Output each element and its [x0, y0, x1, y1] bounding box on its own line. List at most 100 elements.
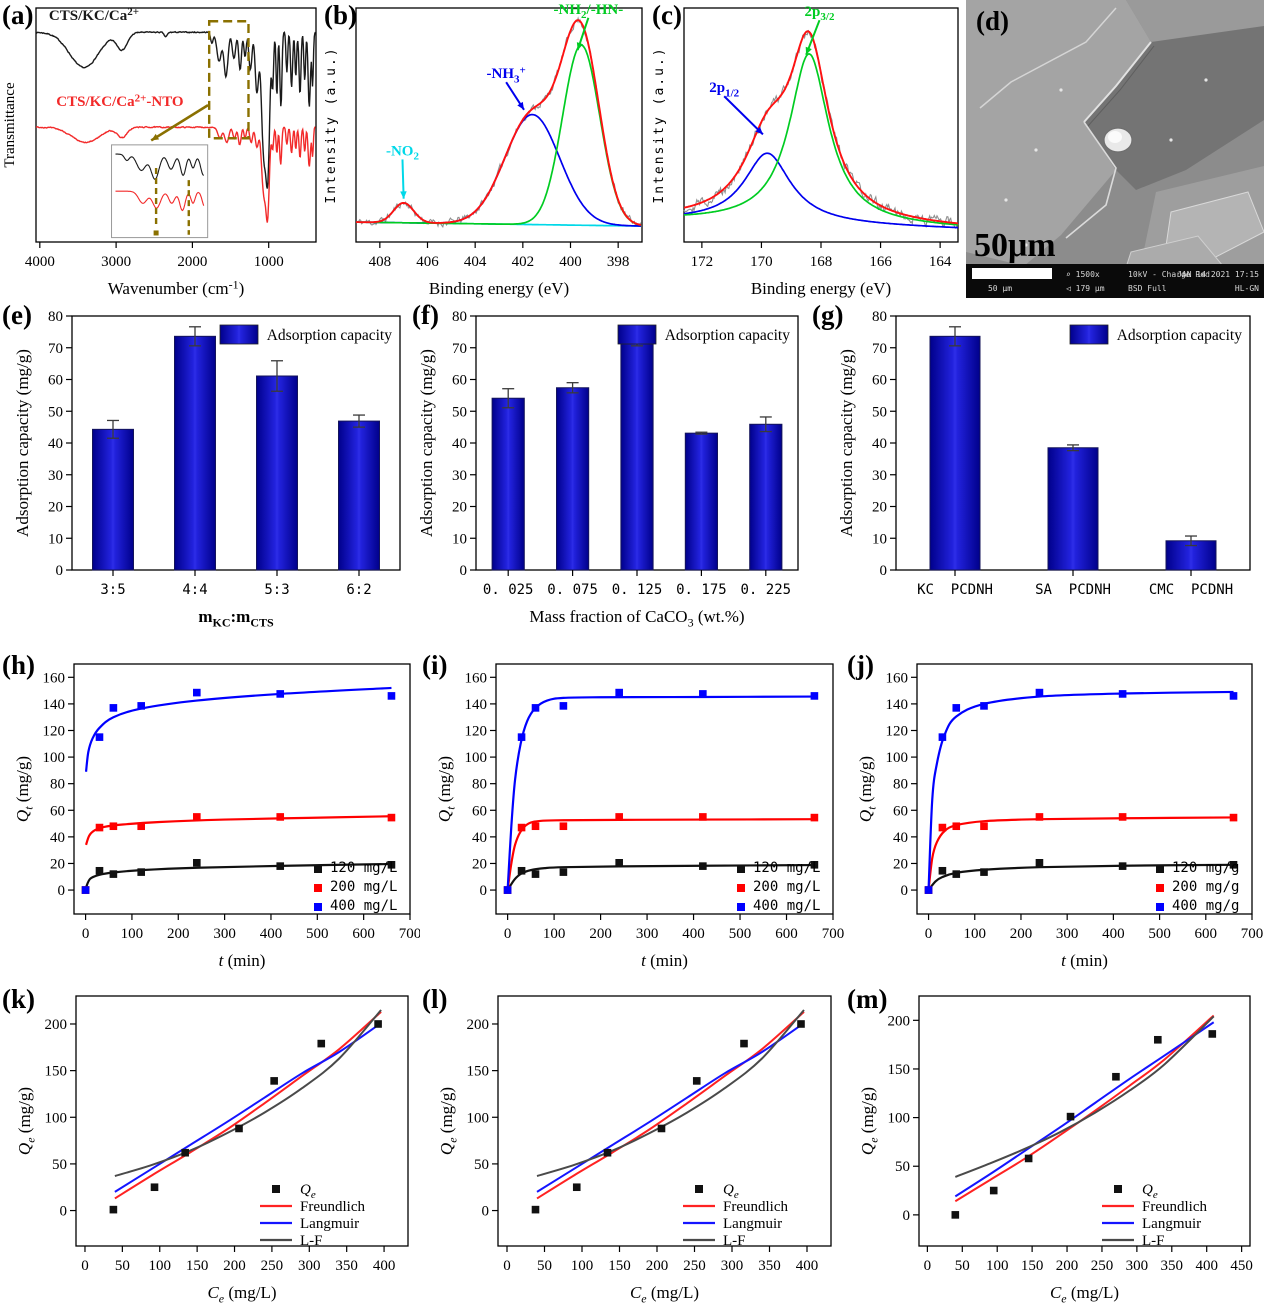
svg-text:250: 250	[1091, 1258, 1114, 1274]
svg-text:Transmittance: Transmittance	[2, 82, 18, 168]
panel-j: 0 100 200 300 400 500 600 700 0 20 40 60 80 100 120 140…	[845, 650, 1264, 984]
svg-text:400: 400	[796, 1258, 819, 1274]
svg-text:120: 120	[886, 723, 909, 739]
svg-text:CTS/KC/Ca2+-NTO: CTS/KC/Ca2+-NTO	[56, 92, 183, 110]
svg-text:200: 200	[589, 926, 612, 942]
svg-text:168: 168	[810, 254, 833, 270]
svg-text:mKC:mCTS: mKC:mCTS	[198, 607, 274, 630]
svg-text:Qe (mg/g): Qe (mg/g)	[437, 1087, 460, 1155]
svg-text:Binding energy (eV): Binding energy (eV)	[429, 279, 569, 298]
svg-text:0: 0	[56, 563, 64, 579]
svg-text:170: 170	[750, 254, 773, 270]
svg-text:400: 400	[260, 926, 283, 942]
svg-text:L-F: L-F	[723, 1233, 746, 1249]
svg-text:100: 100	[121, 926, 144, 942]
svg-text:Langmuir: Langmuir	[300, 1216, 359, 1232]
svg-text:Intensity (a.u.): Intensity (a.u.)	[324, 46, 339, 203]
svg-text:Freundlich: Freundlich	[1142, 1199, 1207, 1215]
svg-text:Ce (mg/L): Ce (mg/L)	[207, 1283, 276, 1306]
svg-text:300: 300	[1056, 926, 1079, 942]
svg-text:0: 0	[880, 563, 888, 579]
svg-text:300: 300	[636, 926, 659, 942]
svg-text:140: 140	[886, 697, 909, 713]
svg-text:60: 60	[50, 803, 65, 819]
svg-text:500: 500	[306, 926, 329, 942]
svg-text:60: 60	[472, 803, 487, 819]
svg-text:250: 250	[261, 1258, 284, 1274]
svg-text:0. 125: 0. 125	[612, 582, 663, 598]
panel-e-label: (e)	[2, 300, 32, 330]
svg-text:0: 0	[504, 926, 512, 942]
svg-text:3:5: 3:5	[100, 582, 125, 598]
svg-text:KC PCDNH: KC PCDNH	[917, 582, 993, 598]
svg-text:40: 40	[452, 436, 467, 452]
svg-text:250: 250	[683, 1258, 706, 1274]
svg-text:400: 400	[373, 1258, 396, 1274]
svg-text:2p3/2: 2p3/2	[805, 4, 835, 23]
svg-text:3000: 3000	[101, 254, 131, 270]
svg-text:50: 50	[955, 1258, 970, 1274]
panel-i: 0 100 200 300 400 500 600 700 0 20 40 60 80 100 120 140…	[420, 650, 845, 984]
panel-h-label: (h)	[2, 650, 35, 680]
svg-text:50: 50	[48, 404, 63, 420]
svg-text:100: 100	[964, 926, 987, 942]
svg-text:200 mg/L: 200 mg/L	[330, 879, 397, 895]
panel-c: 172 170 168 166 164 Binding energy (eV) Intens…	[650, 0, 966, 298]
svg-text:60: 60	[48, 373, 63, 389]
panel-m: 0 50 100 150 200 250 300 350 400 450 0 50 100 150 200 C…	[845, 984, 1264, 1316]
svg-text:L-F: L-F	[1142, 1233, 1165, 1249]
panel-m-chart: 0 50 100 150 200 250 300 350 400 450 0 50 100 150 200 C…	[858, 995, 1253, 1306]
svg-text:40: 40	[48, 436, 63, 452]
svg-text:Qt (mg/g): Qt (mg/g)	[13, 756, 36, 822]
svg-text:Mass fraction of CaCO3 (wt.%): Mass fraction of CaCO3 (wt.%)	[529, 607, 744, 630]
panel-h: 0 100 200 300 400 500 600 700 0 20 40 60 80 100 120 140…	[0, 650, 420, 984]
svg-text:◁ 179 μm: ◁ 179 μm	[1066, 284, 1105, 293]
panel-i-label: (i)	[422, 650, 448, 680]
svg-text:Intensity (a.u.): Intensity (a.u.)	[652, 46, 667, 203]
svg-text:100: 100	[43, 750, 66, 766]
panel-d: 50μm 50 μm ⌕ 1500x ◁ 179 μm 10kV - Charge Re…	[966, 0, 1264, 298]
svg-text:408: 408	[369, 254, 392, 270]
panel-a-label: (a)	[2, 0, 34, 30]
svg-text:600: 600	[1195, 926, 1218, 942]
svg-text:JAN 14 2021 17:15: JAN 14 2021 17:15	[1177, 270, 1259, 279]
svg-text:80: 80	[893, 777, 908, 793]
panel-l-label: (l)	[422, 984, 448, 1014]
svg-text:400 mg/L: 400 mg/L	[330, 898, 397, 914]
svg-text:160: 160	[886, 670, 909, 686]
svg-text:Qe (mg/g): Qe (mg/g)	[15, 1087, 38, 1155]
svg-text:0: 0	[82, 926, 90, 942]
svg-text:400 mg/g: 400 mg/g	[1172, 898, 1239, 914]
panel-j-chart: 0 100 200 300 400 500 600 700 0 20 40 60 80 100 120 140…	[856, 663, 1263, 970]
svg-text:20: 20	[452, 500, 467, 516]
svg-text:40: 40	[472, 830, 487, 846]
svg-text:60: 60	[893, 803, 908, 819]
svg-text:406: 406	[416, 254, 439, 270]
svg-text:20: 20	[472, 856, 487, 872]
svg-text:0: 0	[503, 1258, 511, 1274]
svg-text:100: 100	[886, 750, 909, 766]
svg-text:150: 150	[608, 1258, 631, 1274]
panel-c-chart: 172 170 168 166 164 Binding energy (eV) Intens…	[652, 4, 959, 298]
svg-text:150: 150	[45, 1064, 68, 1080]
panel-l: 0 50 100 150 200 250 300 350 400 0 50 100 150 200 Ce (…	[420, 984, 845, 1316]
svg-text:50: 50	[52, 1157, 67, 1173]
svg-text:0: 0	[480, 883, 488, 899]
svg-text:30: 30	[48, 468, 63, 484]
svg-text:450: 450	[1230, 1258, 1253, 1274]
svg-text:80: 80	[50, 777, 65, 793]
svg-text:200: 200	[45, 1017, 68, 1033]
svg-text:t (min): t (min)	[1061, 951, 1108, 970]
svg-text:t (min): t (min)	[219, 951, 266, 970]
svg-text:200: 200	[646, 1258, 669, 1274]
svg-text:350: 350	[1161, 1258, 1184, 1274]
svg-text:60: 60	[872, 373, 887, 389]
svg-text:404: 404	[464, 254, 487, 270]
svg-text:40: 40	[50, 830, 65, 846]
svg-text:Freundlich: Freundlich	[300, 1199, 365, 1215]
svg-text:600: 600	[352, 926, 375, 942]
svg-text:40: 40	[893, 830, 908, 846]
svg-text:0. 075: 0. 075	[547, 582, 598, 598]
panel-f-chart: 0 10 20 30 40 50 60 70 80 Mass fraction of CaCO3 …	[417, 309, 799, 630]
svg-text:10: 10	[872, 531, 887, 547]
